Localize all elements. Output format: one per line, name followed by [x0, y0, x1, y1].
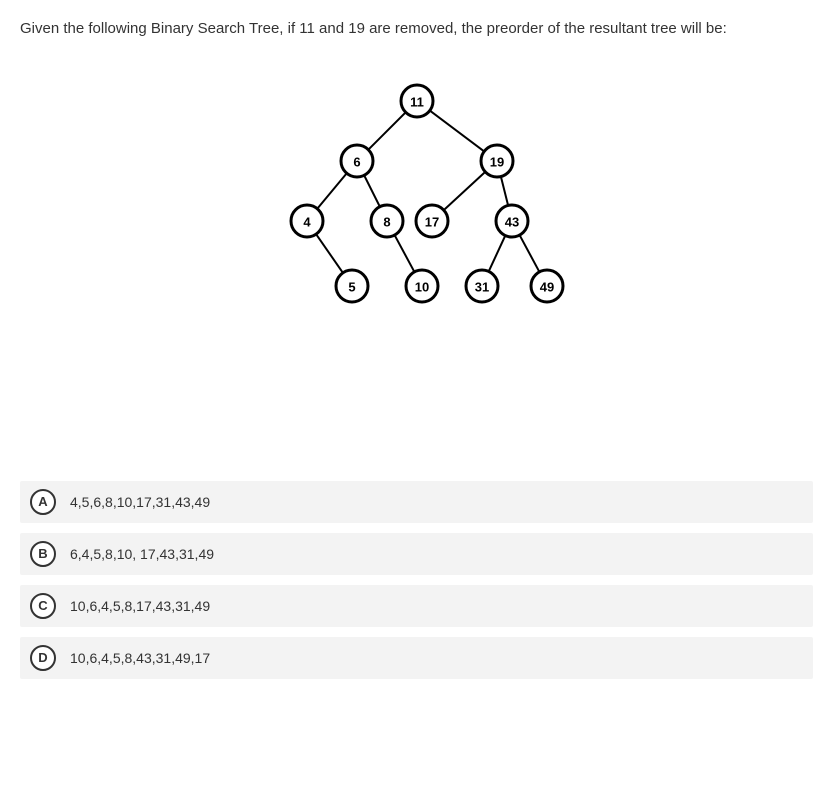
bst-diagram: 11 6 19 4 8 17 43 5 10 31 49	[257, 81, 577, 321]
option-letter: A	[30, 489, 56, 515]
option-letter: C	[30, 593, 56, 619]
tree-node: 4	[291, 205, 323, 237]
option-letter: D	[30, 645, 56, 671]
tree-node: 6	[341, 145, 373, 177]
svg-text:19: 19	[489, 154, 503, 169]
options-list: A 4,5,6,8,10,17,31,43,49 B 6,4,5,8,10, 1…	[20, 481, 813, 679]
option-c[interactable]: C 10,6,4,5,8,17,43,31,49	[20, 585, 813, 627]
svg-text:6: 6	[353, 154, 360, 169]
svg-text:49: 49	[539, 279, 553, 294]
option-text: 4,5,6,8,10,17,31,43,49	[70, 494, 210, 510]
svg-text:10: 10	[414, 279, 428, 294]
svg-text:43: 43	[504, 214, 518, 229]
option-text: 6,4,5,8,10, 17,43,31,49	[70, 546, 214, 562]
question-text: Given the following Binary Search Tree, …	[20, 18, 813, 41]
tree-node: 8	[371, 205, 403, 237]
tree-node: 19	[481, 145, 513, 177]
tree-node: 10	[406, 270, 438, 302]
option-b[interactable]: B 6,4,5,8,10, 17,43,31,49	[20, 533, 813, 575]
tree-node: 49	[531, 270, 563, 302]
svg-text:11: 11	[410, 94, 424, 109]
tree-container: 11 6 19 4 8 17 43 5 10 31 49	[20, 81, 813, 321]
svg-text:4: 4	[303, 214, 311, 229]
svg-text:31: 31	[474, 279, 488, 294]
option-letter: B	[30, 541, 56, 567]
svg-text:8: 8	[383, 214, 390, 229]
tree-node: 11	[401, 85, 433, 117]
option-d[interactable]: D 10,6,4,5,8,43,31,49,17	[20, 637, 813, 679]
option-a[interactable]: A 4,5,6,8,10,17,31,43,49	[20, 481, 813, 523]
tree-node: 31	[466, 270, 498, 302]
tree-node: 5	[336, 270, 368, 302]
tree-node: 43	[496, 205, 528, 237]
option-text: 10,6,4,5,8,17,43,31,49	[70, 598, 210, 614]
svg-text:5: 5	[348, 279, 355, 294]
tree-node: 17	[416, 205, 448, 237]
svg-text:17: 17	[424, 214, 438, 229]
option-text: 10,6,4,5,8,43,31,49,17	[70, 650, 210, 666]
